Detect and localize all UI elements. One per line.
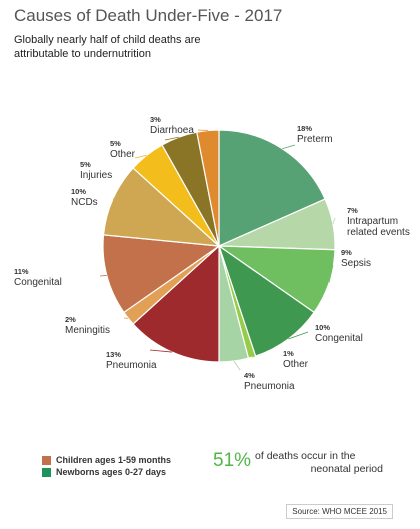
neonatal-stat-text-line1: of deaths occur in the	[255, 450, 356, 462]
slice-percent-label: 7%	[347, 206, 358, 215]
legend-label-children: Children ages 1-59 months	[56, 455, 172, 465]
pie-slice-child-pneumonia	[132, 244, 220, 363]
pie-slice-child-diarrhoea	[196, 129, 220, 247]
slice-category-label: NCDs	[71, 197, 98, 208]
slice-percent-label: 10%	[315, 323, 330, 332]
slice-percent-label: 9%	[341, 248, 352, 257]
pie-slice-newborn-congenital	[217, 244, 315, 357]
slice-percent-label: 13%	[106, 350, 121, 359]
slice-percent-label: 1%	[283, 349, 294, 358]
slice-percent-label: 10%	[71, 187, 86, 196]
leader-line	[251, 355, 256, 358]
leader-line	[149, 349, 173, 353]
slice-percent-label: 18%	[297, 124, 312, 133]
slice-category-label: Other	[110, 149, 136, 160]
legend-swatch-children	[42, 455, 51, 465]
legend-label-newborns: Newborns ages 0-27 days	[56, 467, 167, 477]
slice-category-label: Pneumonia	[244, 381, 295, 392]
slice-category-label: Preterm	[297, 134, 333, 145]
slice-percent-label: 11%	[14, 267, 29, 276]
slice-category-label: Intrapartum	[347, 216, 398, 227]
neonatal-stat: 51% of deaths occur in the neonatal peri…	[213, 450, 383, 476]
slice-category-label: Other	[283, 359, 309, 370]
leader-line	[282, 144, 296, 150]
legend-swatch-newborns	[42, 467, 51, 477]
legend-item-newborns: Newborns ages 0-27 days	[42, 466, 171, 478]
slice-category-label: Congenital	[14, 277, 62, 288]
leader-line	[134, 154, 147, 159]
leader-line	[197, 129, 208, 131]
leader-line	[332, 217, 336, 224]
neonatal-stat-percent: 51%	[213, 450, 252, 471]
leader-line	[328, 264, 334, 283]
slice-category-label: Pneumonia	[106, 360, 157, 371]
leader-line	[99, 275, 107, 277]
leader-line	[164, 136, 180, 141]
slice-category-label: Sepsis	[341, 258, 371, 269]
neonatal-stat-text-line2: neonatal period	[310, 463, 383, 475]
slice-category-label: Meningitis	[65, 325, 110, 336]
slice-percent-label: 2%	[65, 315, 76, 324]
slice-category-label: Injuries	[80, 170, 112, 181]
chart-subtitle: Globally nearly half of child deaths are…	[14, 34, 201, 60]
chart-title: Causes of Death Under-Five - 2017	[14, 6, 283, 25]
leader-line	[288, 331, 309, 340]
legend-item-children: Children ages 1-59 months	[42, 454, 171, 466]
leader-line	[233, 360, 241, 371]
pie-slice-newborn-preterm	[218, 129, 326, 247]
source-note: Source: WHO MCEE 2015	[286, 504, 393, 519]
slice-percent-label: 4%	[244, 371, 255, 380]
legend: Children ages 1-59 months Newborns ages …	[42, 454, 171, 478]
slice-category-label: Congenital	[315, 333, 363, 344]
slice-percent-label: 5%	[110, 139, 121, 148]
slice-category-label: related events	[347, 227, 410, 238]
slice-percent-label: 3%	[150, 115, 161, 124]
slice-percent-label: 5%	[80, 160, 91, 169]
slice-category-label: Diarrhoea	[150, 125, 194, 136]
leader-line	[112, 197, 119, 200]
